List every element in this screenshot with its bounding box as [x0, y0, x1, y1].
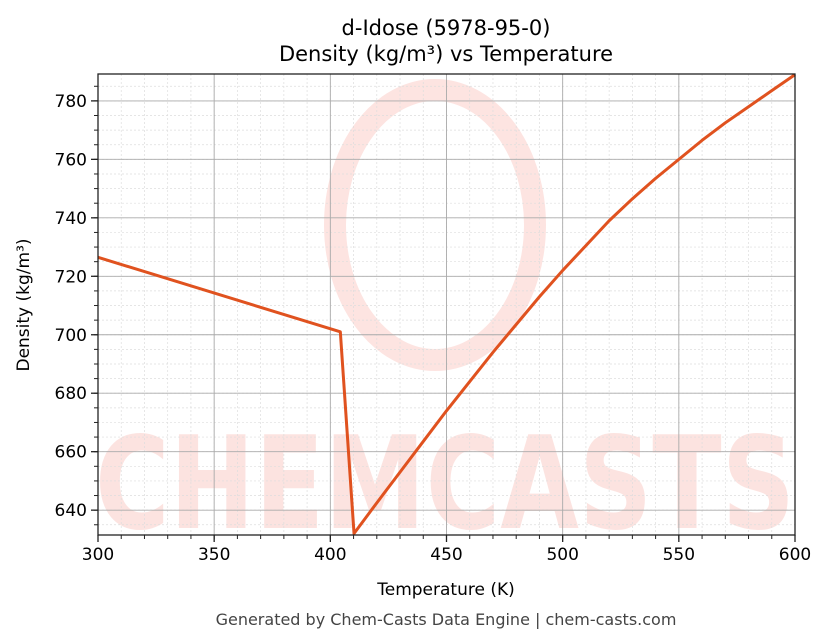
x-tick-label: 350 — [198, 545, 230, 565]
x-tick-label: 300 — [82, 545, 114, 565]
x-tick-label: 450 — [430, 545, 462, 565]
chemcasts-watermark: CHEMCASTS — [95, 79, 795, 559]
x-tick-label: 600 — [779, 545, 811, 565]
y-axis-label: Density (kg/m³) — [14, 238, 34, 371]
y-tick-label: 680 — [55, 384, 87, 404]
y-tick-label: 660 — [55, 443, 87, 463]
svg-text:CHEMCASTS: CHEMCASTS — [95, 410, 795, 559]
y-tick-label: 780 — [55, 92, 87, 112]
grid — [97, 74, 796, 535]
density-line — [97, 73, 796, 536]
chart-subtitle: Density (kg/m³) vs Temperature — [279, 42, 613, 66]
plot-frame — [97, 73, 796, 536]
y-tick-label: 760 — [55, 150, 87, 170]
axis-ticks: 300 350 400 450 500 550 600 640 660 680 700 720 740 7… — [55, 85, 811, 565]
y-tick-label: 740 — [55, 209, 87, 229]
x-axis-label: Temperature (K) — [376, 580, 515, 600]
y-tick-label: 720 — [55, 267, 87, 287]
x-tick-label: 550 — [663, 545, 695, 565]
chart-title: d-Idose (5978-95-0) — [342, 16, 551, 40]
footer-credit: Generated by Chem-Casts Data Engine | ch… — [216, 610, 677, 629]
y-tick-label: 700 — [55, 326, 87, 346]
y-tick-label: 640 — [55, 501, 87, 521]
x-tick-label: 500 — [546, 545, 578, 565]
x-tick-label: 400 — [314, 545, 346, 565]
